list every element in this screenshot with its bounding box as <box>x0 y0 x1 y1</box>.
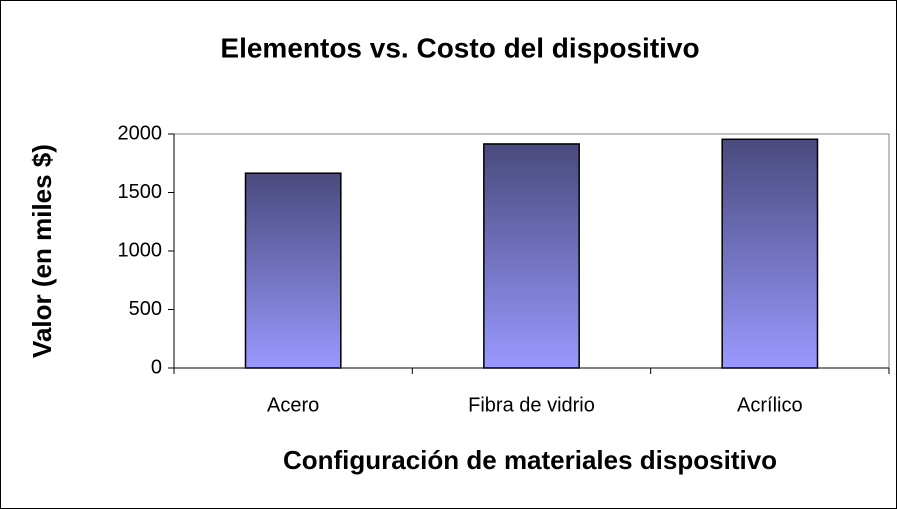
x-tick-label: Fibra de vidrio <box>468 394 595 416</box>
y-tick-label: 0 <box>151 356 162 378</box>
y-tick-label: 500 <box>129 298 162 320</box>
bar <box>483 143 580 369</box>
y-axis-title: Valor (en miles $) <box>27 144 57 358</box>
bar <box>244 172 342 369</box>
bar <box>721 138 819 369</box>
y-tick-label: 1000 <box>118 239 163 261</box>
x-axis-title: Configuración de materiales dispositivo <box>283 445 777 475</box>
y-tick-label: 2000 <box>118 122 163 144</box>
y-tick-label: 1500 <box>118 181 163 203</box>
x-tick-label: Acero <box>267 394 319 416</box>
x-tick-label: Acrílico <box>737 394 803 416</box>
chart-title: Elementos vs. Costo del dispositivo <box>220 32 699 63</box>
